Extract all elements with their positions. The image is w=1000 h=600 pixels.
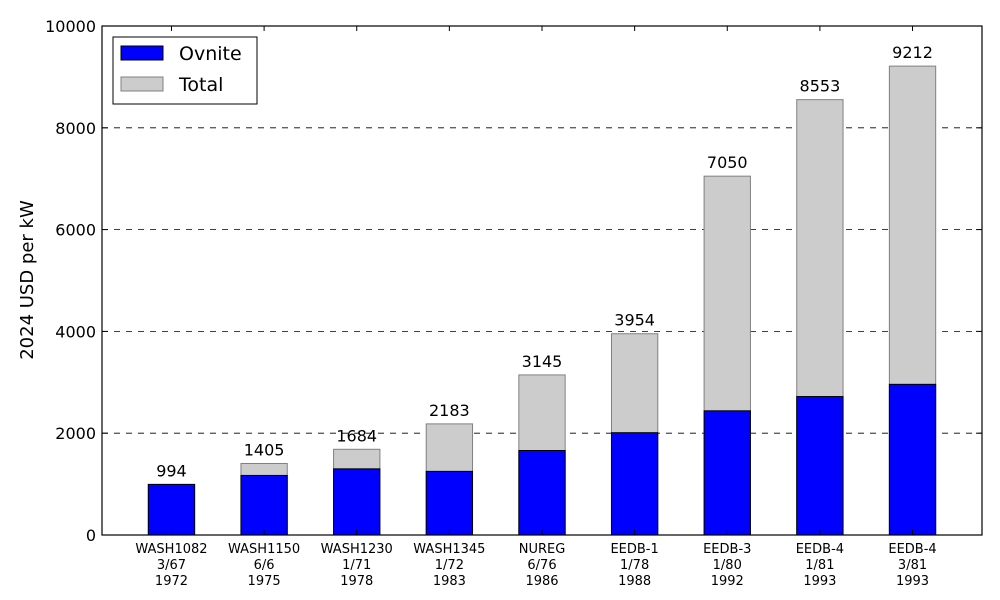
legend-swatch — [120, 76, 164, 92]
y-tick-label: 0 — [86, 526, 96, 545]
x-tick-label: 1993 — [803, 574, 836, 589]
data-labels: 994 1405 1684 2183 3145 3954 7050 8553 9212 — [156, 43, 933, 480]
bar-ovnite — [147, 483, 196, 536]
x-tick-label: 1992 — [711, 574, 744, 589]
x-tick-label: WASH1345 — [413, 542, 485, 557]
x-tick-label: 1/78 — [620, 558, 649, 573]
x-tick-label: 1986 — [525, 574, 558, 589]
x-tick-label: 1978 — [340, 574, 373, 589]
y-tick-label: 4000 — [55, 322, 96, 341]
legend-swatch — [120, 45, 164, 61]
bar-ovnite — [796, 396, 844, 536]
bars — [147, 65, 937, 536]
bar-ovnite — [333, 468, 381, 536]
data-label: 1684 — [336, 426, 377, 445]
axes: WASH10823/671972WASH11506/61975WASH12301… — [45, 17, 983, 589]
legend-label: Total — [178, 74, 223, 96]
data-label: 7050 — [707, 153, 748, 172]
data-label: 994 — [156, 461, 187, 480]
x-tick-label: EEDB-3 — [703, 542, 751, 557]
bar-ovnite — [610, 432, 659, 536]
bar-ovnite — [703, 410, 751, 536]
x-tick-label: EEDB-4 — [796, 542, 844, 557]
x-tick-label: NUREG — [519, 542, 566, 557]
bar-ovnite — [425, 470, 474, 536]
x-tick-label: 1993 — [896, 574, 929, 589]
legend-label: Ovnite — [179, 43, 242, 65]
y-axis-title: 2024 USD per kW — [17, 200, 38, 360]
x-tick-label: 3/67 — [157, 558, 186, 573]
x-tick-label: 6/76 — [527, 558, 556, 573]
y-tick-label: 6000 — [55, 221, 96, 240]
x-tick-label: 1/71 — [342, 558, 371, 573]
x-tick-label: 1972 — [155, 574, 188, 589]
x-tick-label: 3/81 — [898, 558, 927, 573]
x-tick-label: 1983 — [433, 574, 466, 589]
bar-ovnite — [240, 474, 288, 536]
bar-ovnite — [518, 450, 566, 536]
data-label: 3954 — [614, 311, 655, 330]
plot-frame — [101, 25, 983, 536]
data-label: 1405 — [244, 440, 285, 459]
data-label: 8553 — [800, 77, 841, 96]
x-tick-label: EEDB-4 — [888, 542, 936, 557]
x-tick-label: 1988 — [618, 574, 651, 589]
x-tick-label: 1/80 — [713, 558, 742, 573]
x-tick-label: 1975 — [248, 574, 281, 589]
x-tick-label: WASH1230 — [321, 542, 393, 557]
x-tick-label: 1/72 — [435, 558, 464, 573]
y-tick-label: 2000 — [55, 424, 96, 443]
legend: Ovnite Total — [112, 36, 258, 105]
bar-ovnite — [888, 383, 937, 536]
data-label: 9212 — [892, 43, 933, 62]
x-tick-label: 6/6 — [254, 558, 275, 573]
x-tick-label: WASH1082 — [135, 542, 207, 557]
data-label: 3145 — [522, 352, 563, 371]
y-tick-label: 8000 — [55, 119, 96, 138]
y-tick-label: 10000 — [45, 17, 96, 36]
x-tick-label: WASH1150 — [228, 542, 300, 557]
x-tick-label: 1/81 — [805, 558, 834, 573]
data-label: 2183 — [429, 401, 470, 420]
x-tick-label: EEDB-1 — [610, 542, 658, 557]
